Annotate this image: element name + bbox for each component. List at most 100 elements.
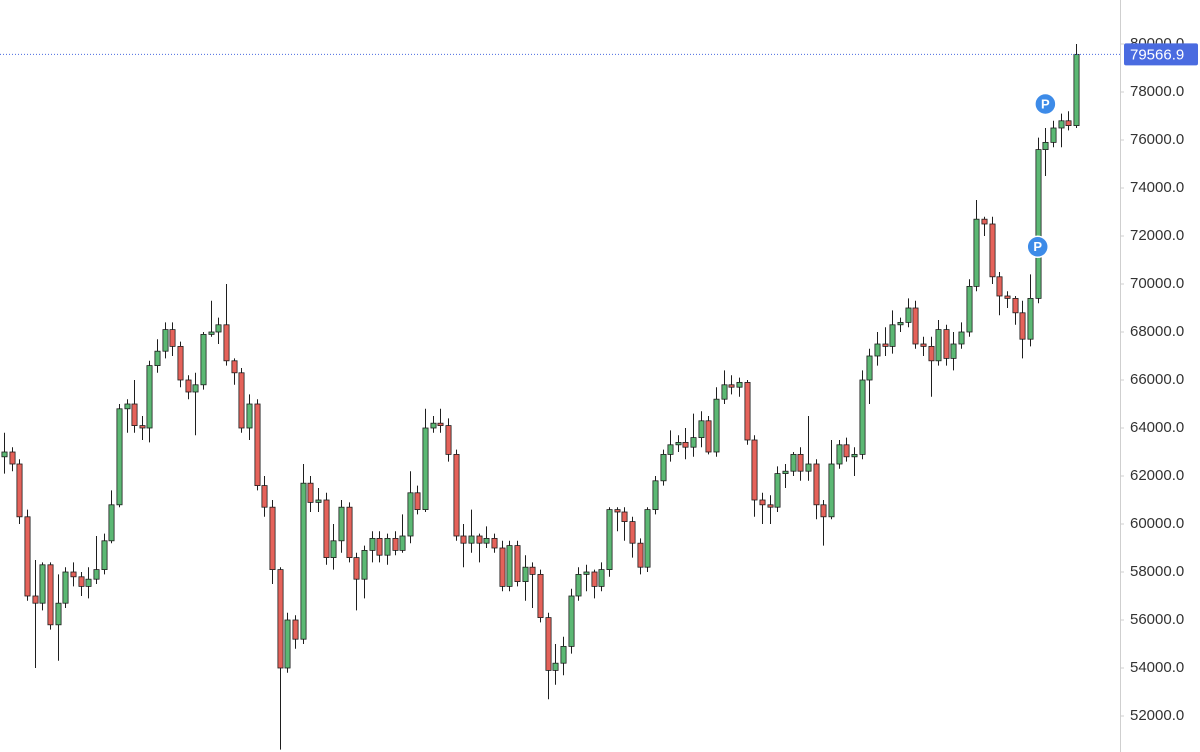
- candle-body: [721, 384, 728, 400]
- candle-body: [836, 444, 843, 465]
- candle-body: [476, 535, 483, 544]
- candle-body: [85, 578, 92, 587]
- candle-body: [1035, 149, 1042, 299]
- candle-body: [690, 437, 697, 448]
- candle-body: [399, 535, 406, 551]
- candle-body: [55, 602, 62, 626]
- last-price-box: [1124, 43, 1198, 66]
- candle-body: [93, 569, 100, 580]
- candle-body: [131, 403, 138, 426]
- candle-body: [614, 509, 621, 513]
- candle-body: [437, 422, 444, 426]
- y-tick-label: 58000.0: [1130, 563, 1184, 580]
- candle-body: [813, 463, 820, 506]
- candle-body: [62, 571, 69, 604]
- candle-body: [958, 331, 965, 345]
- candle-body: [376, 537, 383, 556]
- candle-body: [522, 566, 529, 582]
- candle-body: [460, 535, 467, 544]
- y-tick-label: 70000.0: [1130, 275, 1184, 292]
- candle-body: [713, 398, 720, 453]
- candle-body: [828, 463, 835, 518]
- candle-body: [675, 441, 682, 446]
- candle-body: [9, 451, 16, 465]
- candle-body: [223, 324, 230, 362]
- candle-body: [950, 343, 957, 359]
- candle-body: [682, 441, 689, 448]
- candle-body: [1058, 120, 1065, 129]
- candle-body: [545, 617, 552, 671]
- y-tick-label: 64000.0: [1130, 419, 1184, 436]
- candle-body: [989, 223, 996, 278]
- candle-body: [667, 444, 674, 455]
- candle-body: [292, 619, 299, 640]
- candle-body: [39, 564, 46, 604]
- candle-body: [414, 492, 421, 510]
- candle-body: [139, 425, 146, 429]
- candle-body: [644, 509, 651, 568]
- y-tick-label: 72000.0: [1130, 227, 1184, 244]
- candle-body: [315, 499, 322, 503]
- candle-body: [269, 506, 276, 570]
- candle-body: [323, 499, 330, 558]
- marker-label: P: [1033, 239, 1042, 254]
- candle-body: [506, 545, 513, 587]
- candle-body: [637, 542, 644, 568]
- candle-body: [1065, 120, 1072, 126]
- candle-body: [935, 329, 942, 362]
- candle-body: [774, 473, 781, 508]
- candle-body: [943, 329, 950, 359]
- candle-body: [261, 485, 268, 508]
- candle-body: [897, 321, 904, 326]
- candle-body: [407, 492, 414, 537]
- candle-body: [277, 569, 284, 669]
- y-tick-label: 74000.0: [1130, 179, 1184, 196]
- candle-body: [598, 569, 605, 587]
- candle-body: [859, 379, 866, 455]
- candle-body: [116, 408, 123, 506]
- candle-body: [246, 403, 253, 429]
- candle-body: [200, 333, 207, 386]
- candle-body: [177, 345, 184, 381]
- candle-body: [575, 573, 582, 597]
- candle-body: [751, 439, 758, 501]
- y-tick-label: 76000.0: [1130, 131, 1184, 148]
- candle-body: [996, 276, 1003, 297]
- candle-body: [606, 509, 613, 570]
- candle-body: [254, 403, 261, 486]
- candle-body: [300, 482, 307, 640]
- last-price-label: 79566.9: [1130, 46, 1184, 63]
- candle-body: [1004, 295, 1011, 299]
- candle-body: [154, 350, 161, 366]
- candle-body: [353, 557, 360, 580]
- candle-body: [338, 506, 345, 542]
- candle-body: [552, 662, 559, 671]
- candle-body: [790, 453, 797, 472]
- candle-body: [866, 355, 873, 381]
- candle-body: [78, 576, 85, 587]
- candle-body: [361, 549, 368, 580]
- candle-body: [392, 537, 399, 551]
- marker: [1026, 235, 1049, 259]
- candle-body: [384, 537, 391, 556]
- candle-body: [905, 307, 912, 323]
- candle-body: [568, 595, 575, 647]
- y-tick-label: 60000.0: [1130, 515, 1184, 532]
- candle-body: [169, 329, 176, 347]
- candle-body: [537, 573, 544, 618]
- candles: [1, 43, 1080, 750]
- candle-body: [346, 506, 353, 558]
- candle-body: [882, 343, 889, 347]
- y-tick-label: 78000.0: [1130, 83, 1184, 100]
- candle-body: [698, 420, 705, 438]
- candle-body: [629, 521, 636, 544]
- candle-body: [920, 343, 927, 347]
- candle-body: [973, 218, 980, 287]
- candle-body: [1, 451, 8, 458]
- candle-body: [238, 372, 245, 429]
- candle-body: [330, 540, 337, 558]
- candle-body: [1027, 297, 1034, 340]
- candle-body: [1019, 312, 1026, 340]
- y-tick-label: 66000.0: [1130, 371, 1184, 388]
- candle-body: [1012, 297, 1019, 314]
